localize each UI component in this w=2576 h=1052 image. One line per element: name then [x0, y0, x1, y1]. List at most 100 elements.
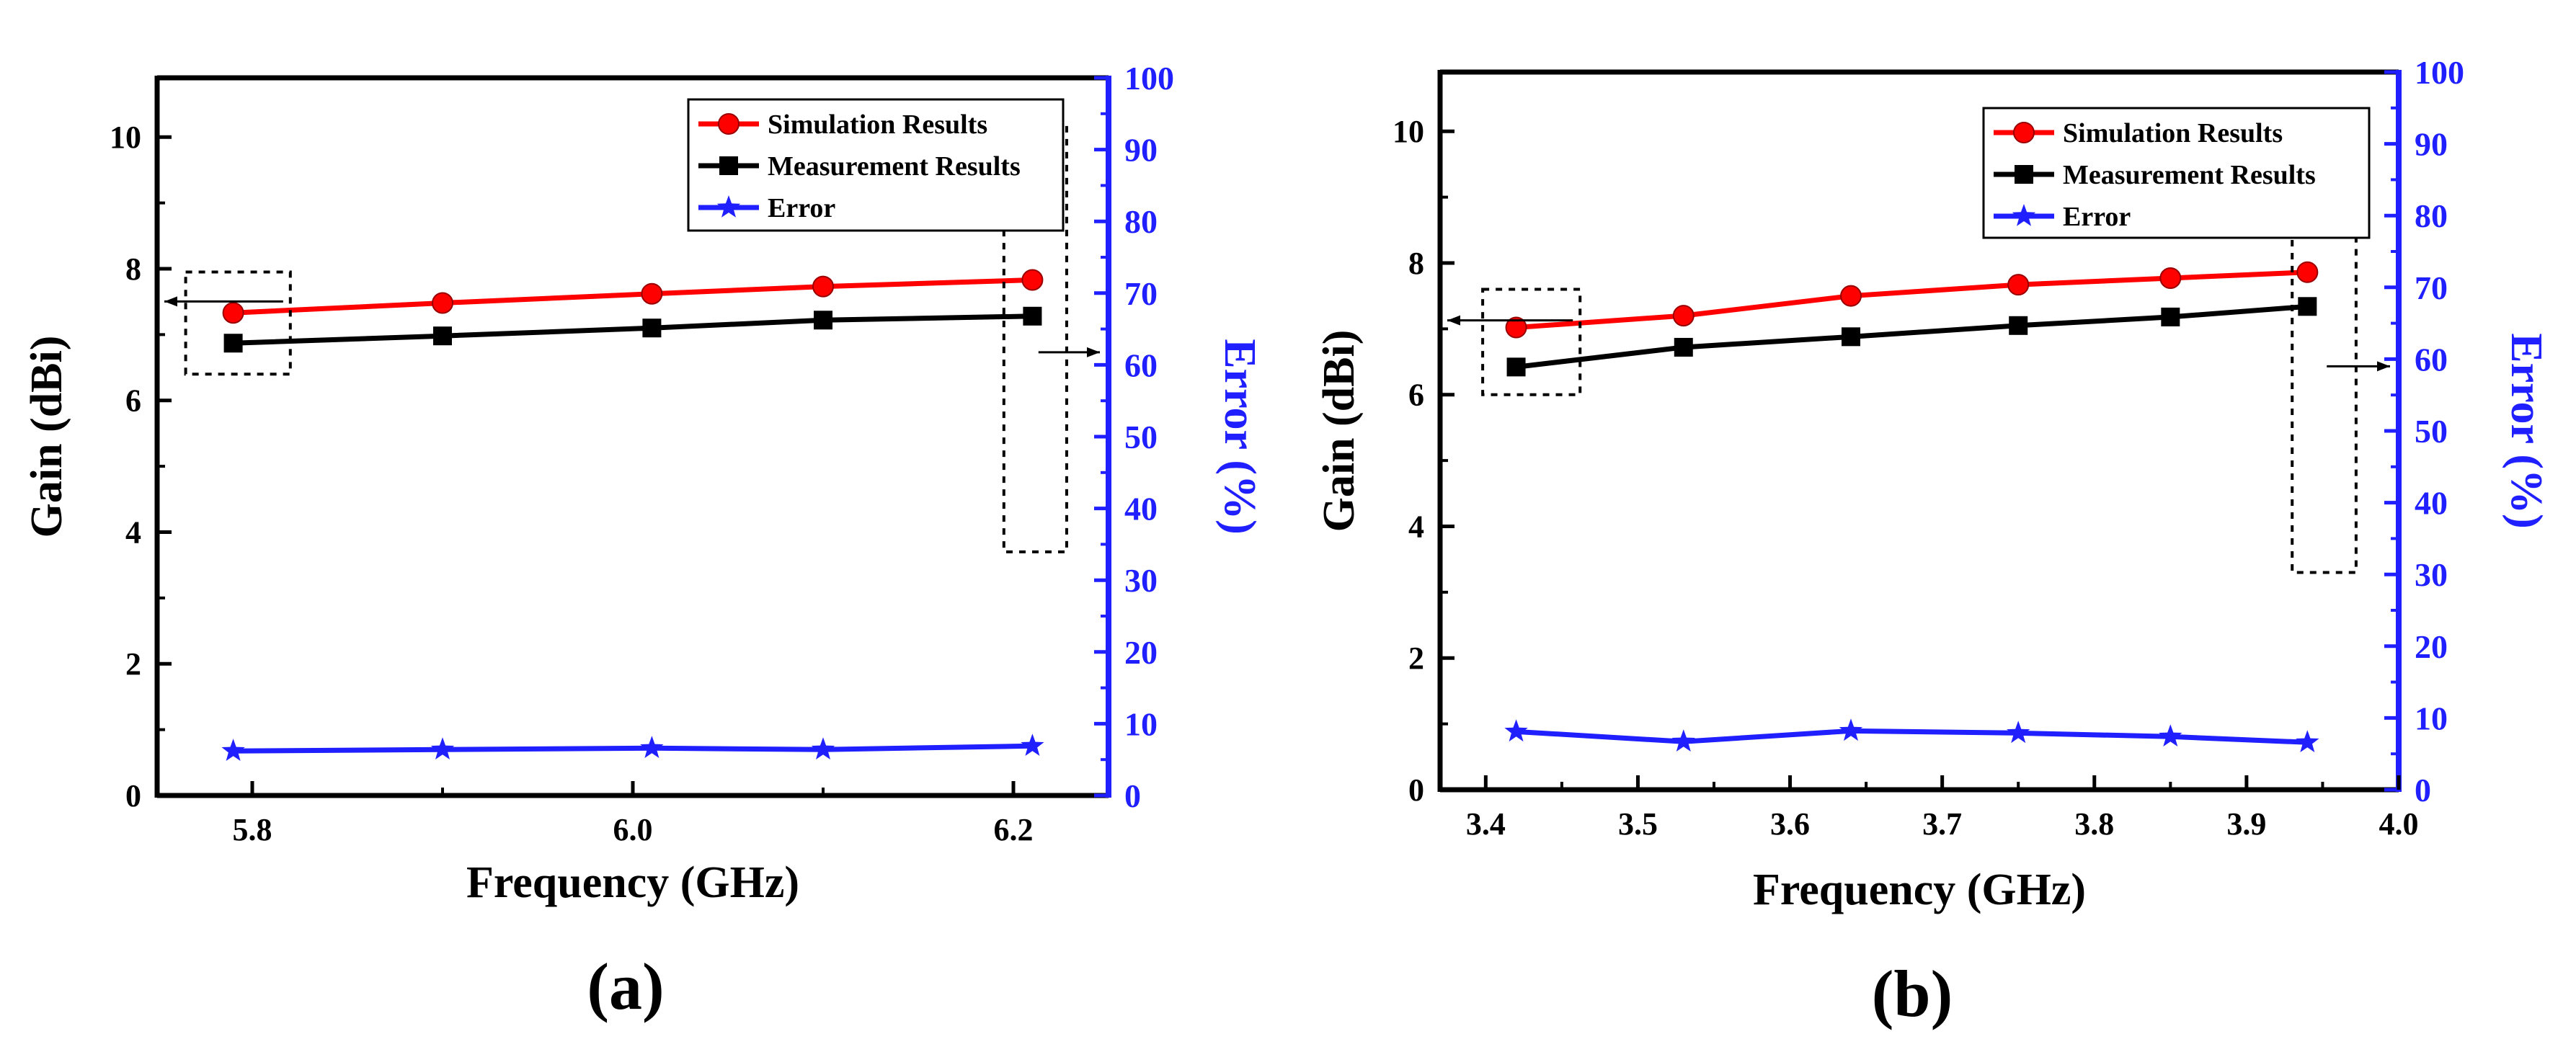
data-point [222, 302, 244, 324]
y2-tick-label: 0 [2415, 772, 2431, 808]
data-point [2161, 307, 2180, 326]
legend-swatch-marker [719, 156, 738, 175]
x-tick-label: 3.7 [1922, 806, 1962, 842]
data-point [1840, 285, 1862, 307]
data-point [640, 736, 664, 758]
data-point [641, 282, 663, 305]
y2-tick-label: 20 [1124, 634, 1158, 671]
series-measurement-results [1506, 297, 2317, 377]
data-point [432, 292, 453, 314]
data-point [223, 334, 243, 353]
y2-axis-title: Error (%) [1215, 339, 1264, 534]
legend-label: Simulation Results [768, 110, 987, 140]
y-tick-label: 2 [1408, 641, 1424, 676]
data-point [642, 318, 662, 338]
y-tick-label: 10 [110, 120, 141, 155]
data-point [2007, 721, 2030, 744]
x-tick-label: 4.0 [2379, 806, 2419, 842]
data-point [1504, 719, 1528, 742]
series-line [233, 313, 1033, 346]
x-tick-label: 3.6 [1770, 806, 1810, 842]
y2-tick-label: 40 [1124, 491, 1158, 527]
series-line [233, 277, 1033, 316]
x-tick-label: 3.4 [1466, 806, 1506, 842]
data-point [1021, 734, 1044, 756]
legend-label: Measurement Results [2063, 160, 2316, 190]
data-point [811, 737, 835, 759]
x-tick-label: 6.0 [613, 812, 653, 847]
axis-pointer-arrow [2327, 361, 2390, 372]
y2-tick-label: 100 [2415, 54, 2464, 91]
series-line [1516, 303, 2308, 370]
legend-swatch-marker [718, 113, 740, 135]
y2-tick-label: 40 [2415, 485, 2448, 522]
y-axis-title: Gain (dBi) [22, 336, 71, 538]
data-point [2159, 267, 2182, 290]
y2-tick-label: 60 [1124, 347, 1158, 383]
axis-pointer-arrow-head [2377, 361, 2390, 372]
data-point [430, 737, 455, 759]
x-axis-title: Frequency (GHz) [466, 858, 799, 907]
y2-tick-label: 100 [1124, 60, 1174, 97]
y-tick-label: 0 [1408, 772, 1424, 808]
y-tick-label: 8 [125, 251, 141, 287]
x-tick-label: 3.5 [1618, 806, 1658, 842]
y2-tick-label: 10 [1124, 705, 1158, 742]
data-point [1671, 729, 1695, 752]
series-line [233, 743, 1033, 754]
axis-pointer-arrow-head [164, 296, 177, 307]
y2-tick-label: 20 [2415, 628, 2448, 665]
data-point [2298, 297, 2317, 316]
y-axis-title: Gain (dBi) [1315, 330, 1364, 532]
data-point [2009, 316, 2028, 335]
legend-swatch-marker [2013, 122, 2035, 143]
axis-pointer-arrow [164, 296, 283, 307]
data-point [1672, 305, 1695, 327]
y2-tick-label: 50 [1124, 419, 1158, 455]
annotation-dashed-box [1481, 287, 1582, 396]
data-point [1674, 337, 1693, 357]
y2-tick-label: 30 [2415, 556, 2448, 593]
series-error [1504, 718, 2319, 752]
data-point [2159, 724, 2182, 746]
data-point [814, 311, 832, 330]
legend: Simulation Results Measurement Results Err… [1982, 107, 2371, 239]
y2-tick-label: 30 [1124, 562, 1158, 599]
legend-swatch-marker [2012, 204, 2036, 226]
y-tick-label: 2 [125, 646, 141, 682]
y2-tick-label: 90 [2415, 126, 2448, 163]
y2-tick-label: 60 [2415, 341, 2448, 378]
legend-label: Measurement Results [768, 151, 1021, 182]
axis-pointer-arrow-head [1447, 315, 1460, 326]
y-tick-label: 4 [1408, 509, 1424, 544]
series-measurement-results [223, 306, 1042, 353]
axis-pointer-arrow-head [1087, 347, 1100, 357]
series-line [1516, 269, 2308, 331]
y2-tick-label: 70 [2415, 269, 2448, 306]
x-tick-label: 5.8 [233, 812, 272, 847]
data-point [2296, 261, 2319, 283]
data-point [2296, 730, 2319, 752]
legend-swatch-marker [716, 195, 741, 218]
x-tick-label: 3.9 [2226, 806, 2266, 842]
legend-label: Simulation Results [2063, 118, 2283, 148]
y-tick-label: 4 [125, 514, 141, 550]
y2-tick-label: 0 [1124, 777, 1141, 814]
axis-pointer-arrow [1038, 347, 1100, 357]
series-error [221, 734, 1044, 761]
y2-tick-label: 80 [2415, 197, 2448, 234]
legend-label: Error [2063, 202, 2131, 232]
series-simulation-results [222, 269, 1044, 324]
data-point [221, 739, 245, 761]
y2-tick-label: 10 [2415, 700, 2448, 736]
data-point [812, 275, 834, 298]
x-tick-label: 6.2 [994, 812, 1034, 847]
y-tick-label: 10 [1393, 114, 1424, 149]
y-tick-label: 6 [1408, 378, 1424, 413]
data-point [1506, 357, 1526, 377]
data-point [1023, 306, 1042, 326]
y-tick-label: 8 [1408, 246, 1424, 281]
